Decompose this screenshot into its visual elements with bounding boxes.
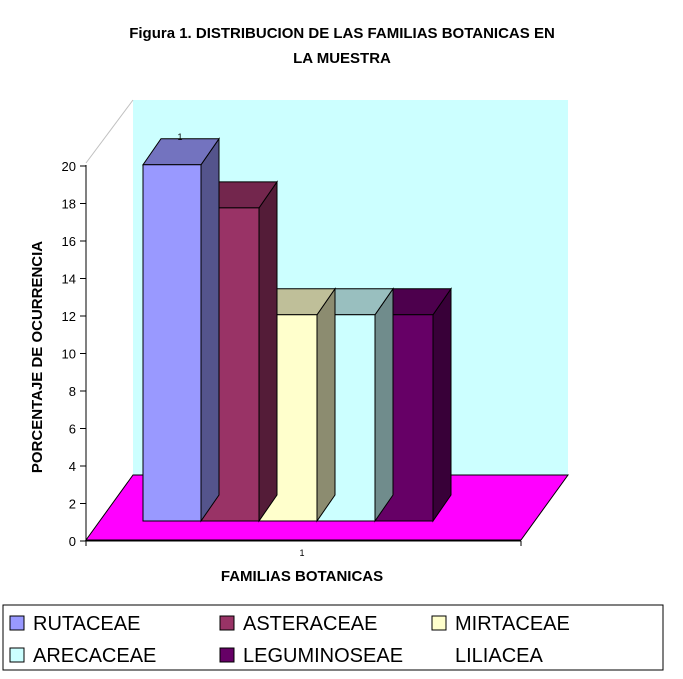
legend-label: ARECACEAE xyxy=(33,645,156,667)
legend-label: RUTACEAE xyxy=(33,613,140,635)
bar-side xyxy=(258,180,278,523)
y-tick-label: 6 xyxy=(69,422,76,437)
bar-top-label: 1 xyxy=(177,132,182,142)
y-tick-label: 20 xyxy=(62,159,76,174)
legend-swatch xyxy=(9,615,25,631)
bar-side xyxy=(374,287,394,523)
legend-swatch xyxy=(219,615,235,631)
side-wall xyxy=(86,100,133,540)
x-axis-label: FAMILIAS BOTANICAS xyxy=(221,568,383,585)
bar-side xyxy=(316,287,336,523)
legend-label: MIRTACEAE xyxy=(455,613,570,635)
y-tick-label: 14 xyxy=(62,272,76,287)
legend-items: RUTACEAE ASTERACEAE MIRTACEAE ARECACEAE LEGU… xyxy=(9,613,570,667)
x-category-label: 1 xyxy=(299,548,304,558)
chart-title-line2: LA MUESTRA xyxy=(293,50,391,67)
y-tick-label: 18 xyxy=(62,197,76,212)
y-tick-label: 16 xyxy=(62,234,76,249)
legend xyxy=(2,604,664,671)
legend-label: LEGUMINOSEAE xyxy=(243,645,403,667)
legend-swatch xyxy=(9,647,25,663)
bar-side xyxy=(200,137,220,523)
legend-label: ASTERACEAE xyxy=(243,613,377,635)
y-tick-label: 4 xyxy=(69,459,76,474)
y-tick-label: 2 xyxy=(69,497,76,512)
legend-label: LILIACEA xyxy=(455,645,543,667)
legend-swatch xyxy=(219,647,235,663)
y-ticks: 0 2 4 6 8 10 12 14 16 18 20 xyxy=(62,159,86,549)
y-tick-label: 10 xyxy=(62,347,76,362)
chart-title-line1: Figura 1. DISTRIBUCION DE LAS FAMILIAS B… xyxy=(129,25,555,42)
y-tick-label: 12 xyxy=(62,309,76,324)
legend-swatch xyxy=(431,615,447,631)
y-axis-label: PORCENTAJE DE OCURRENCIA xyxy=(29,241,46,473)
y-tick-label: 8 xyxy=(69,384,76,399)
bar-side xyxy=(432,287,452,523)
bars xyxy=(142,137,452,523)
y-tick-label: 0 xyxy=(69,534,76,549)
bar-rutaceae xyxy=(142,164,202,522)
